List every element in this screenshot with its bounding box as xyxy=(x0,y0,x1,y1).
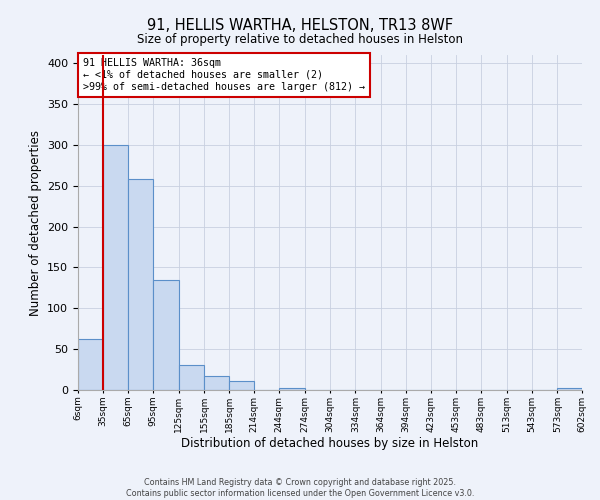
Bar xyxy=(103,145,128,390)
Bar xyxy=(229,381,254,390)
X-axis label: Distribution of detached houses by size in Helston: Distribution of detached houses by size … xyxy=(181,438,479,450)
Bar xyxy=(128,179,153,390)
Bar xyxy=(204,376,229,390)
Bar xyxy=(153,280,179,390)
Bar xyxy=(557,388,582,390)
Bar xyxy=(78,338,103,390)
Text: 91, HELLIS WARTHA, HELSTON, TR13 8WF: 91, HELLIS WARTHA, HELSTON, TR13 8WF xyxy=(147,18,453,32)
Text: Size of property relative to detached houses in Helston: Size of property relative to detached ho… xyxy=(137,32,463,46)
Bar xyxy=(179,366,204,390)
Y-axis label: Number of detached properties: Number of detached properties xyxy=(29,130,41,316)
Bar xyxy=(279,388,305,390)
Text: Contains HM Land Registry data © Crown copyright and database right 2025.
Contai: Contains HM Land Registry data © Crown c… xyxy=(126,478,474,498)
Text: 91 HELLIS WARTHA: 36sqm
← <1% of detached houses are smaller (2)
>99% of semi-de: 91 HELLIS WARTHA: 36sqm ← <1% of detache… xyxy=(83,58,365,92)
